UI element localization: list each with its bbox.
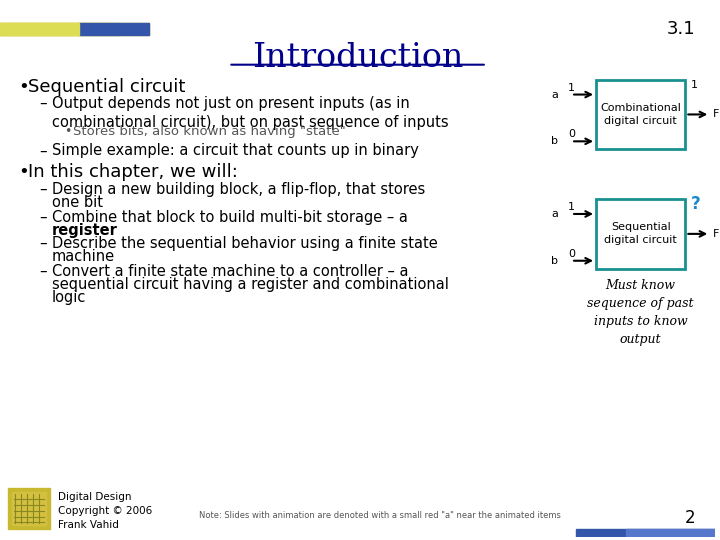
Text: –: – bbox=[40, 264, 48, 279]
Text: Combinational
digital circuit: Combinational digital circuit bbox=[600, 103, 681, 126]
Text: Sequential
digital circuit: Sequential digital circuit bbox=[604, 222, 677, 246]
Text: Must know
sequence of past
inputs to know
output: Must know sequence of past inputs to kno… bbox=[588, 279, 694, 346]
Text: sequential circuit having a register and combinational: sequential circuit having a register and… bbox=[52, 276, 449, 292]
Text: –: – bbox=[40, 182, 48, 197]
Text: •: • bbox=[65, 125, 72, 138]
Text: Convert a finite state machine to a controller – a: Convert a finite state machine to a cont… bbox=[52, 264, 408, 279]
Text: one bit: one bit bbox=[52, 195, 103, 210]
Text: Design a new building block, a flip-flop, that stores: Design a new building block, a flip-flop… bbox=[52, 182, 425, 197]
Text: 2: 2 bbox=[685, 509, 696, 528]
Text: •: • bbox=[18, 78, 29, 96]
Text: 1: 1 bbox=[568, 202, 575, 212]
Text: –: – bbox=[40, 143, 48, 158]
Text: register: register bbox=[52, 223, 117, 238]
Text: Digital Design
Copyright © 2006
Frank Vahid: Digital Design Copyright © 2006 Frank Va… bbox=[58, 491, 152, 530]
Bar bbox=[626, 529, 715, 537]
Bar bbox=[0, 23, 79, 35]
Text: machine: machine bbox=[52, 249, 114, 264]
Text: 1: 1 bbox=[690, 79, 698, 90]
Text: In this chapter, we will:: In this chapter, we will: bbox=[28, 163, 238, 181]
Text: 1: 1 bbox=[568, 83, 575, 92]
Text: 0: 0 bbox=[568, 130, 575, 139]
Bar bbox=[596, 79, 685, 149]
Text: a: a bbox=[552, 90, 558, 99]
Text: 0: 0 bbox=[568, 249, 575, 259]
Bar bbox=[12, 491, 45, 525]
Text: F: F bbox=[714, 110, 719, 119]
Bar bbox=[576, 529, 715, 537]
Text: Combine that block to build multi-bit storage – a: Combine that block to build multi-bit st… bbox=[52, 210, 408, 242]
Bar bbox=[79, 23, 149, 35]
Text: •: • bbox=[18, 163, 29, 181]
Text: Simple example: a circuit that counts up in binary: Simple example: a circuit that counts up… bbox=[52, 143, 418, 158]
Bar bbox=[0, 23, 149, 35]
Text: Output depends not just on present inputs (as in
combinational circuit), but on : Output depends not just on present input… bbox=[52, 96, 449, 130]
Text: Note: Slides with animation are denoted with a small red "a" near the animated i: Note: Slides with animation are denoted … bbox=[199, 511, 561, 520]
Text: Describe the sequential behavior using a finite state: Describe the sequential behavior using a… bbox=[52, 236, 438, 251]
Text: Sequential circuit: Sequential circuit bbox=[28, 78, 185, 96]
Bar bbox=[8, 488, 50, 529]
Text: –: – bbox=[40, 236, 48, 251]
Text: b: b bbox=[552, 256, 558, 266]
Text: –: – bbox=[40, 96, 48, 111]
Text: Stores bits, also known as having "state": Stores bits, also known as having "state… bbox=[73, 125, 346, 138]
Bar bbox=[596, 199, 685, 269]
Text: ?: ? bbox=[690, 195, 700, 213]
Text: F: F bbox=[714, 229, 719, 239]
Text: logic: logic bbox=[52, 289, 86, 305]
Text: Introduction: Introduction bbox=[252, 42, 463, 74]
Text: –: – bbox=[40, 210, 48, 225]
Bar bbox=[0, 23, 120, 35]
Text: a: a bbox=[552, 209, 558, 219]
Text: 3.1: 3.1 bbox=[667, 20, 696, 38]
Text: b: b bbox=[552, 136, 558, 146]
